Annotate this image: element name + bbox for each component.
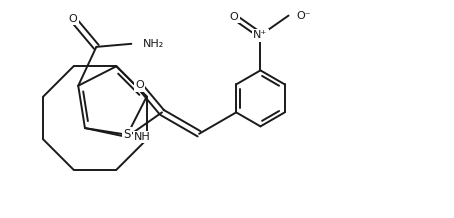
Text: N⁺: N⁺ [253,30,267,40]
Text: NH: NH [134,132,151,142]
Text: O⁻: O⁻ [296,10,311,20]
Text: O: O [69,14,77,24]
Text: S: S [123,128,131,141]
Text: O: O [135,80,144,90]
Text: O: O [230,12,238,22]
Text: NH₂: NH₂ [143,39,165,49]
